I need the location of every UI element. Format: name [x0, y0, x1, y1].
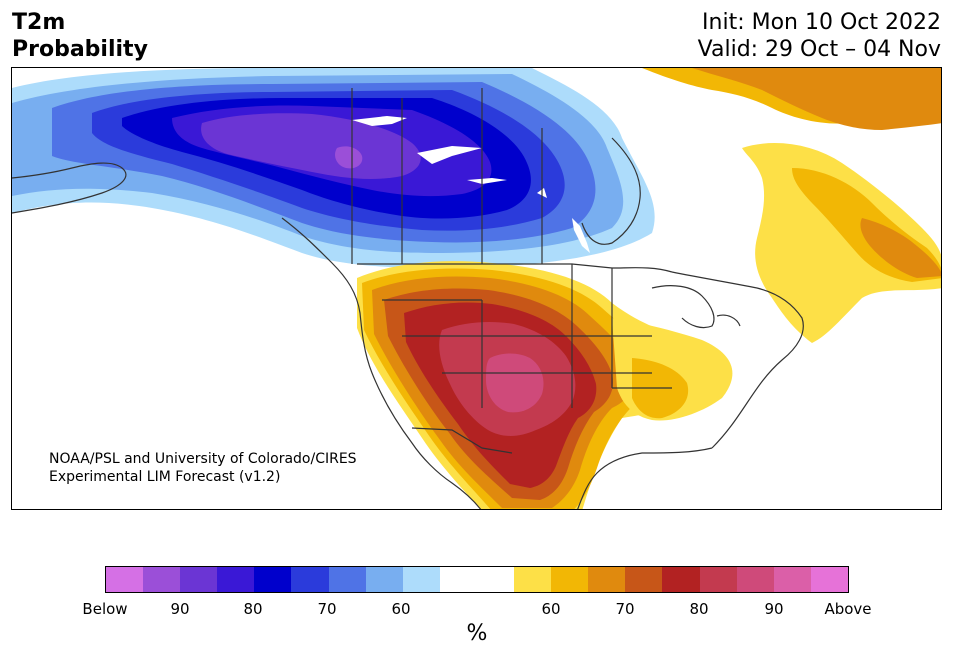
credit-line-1: NOAA/PSL and University of Colorado/CIRE…: [49, 451, 357, 467]
colorbar-segment: [180, 567, 218, 592]
colorbar-segment: [291, 567, 329, 592]
water-bodies: [352, 116, 590, 253]
colorbar-tick-label: 60: [541, 600, 561, 618]
colorbar-tick-label: 60: [391, 600, 411, 618]
colorbar: [105, 566, 849, 593]
colorbar-tick-label: Below: [82, 600, 128, 618]
forecast-map: [12, 68, 941, 509]
colorbar-unit-label: %: [466, 621, 488, 646]
colorbar-segment: [217, 567, 255, 592]
colorbar-segment: [328, 567, 366, 592]
above-normal-northeast: [642, 68, 941, 343]
colorbar-segment: [699, 567, 737, 592]
state-lines-central: [571, 264, 672, 408]
colorbar-segment: [439, 567, 477, 592]
above-70-northeast: [860, 218, 941, 278]
below-95-region: [335, 146, 363, 169]
east-coast: [671, 271, 804, 449]
hudson-bay-coast: [581, 137, 641, 245]
variable-label: T2m: [12, 10, 66, 35]
below-90-region: [201, 113, 421, 179]
colorbar-tick-label: 90: [764, 600, 784, 618]
canada-us-border: [357, 263, 673, 273]
colorbar-tick-label: 80: [689, 600, 709, 618]
above-normal-shading: [357, 261, 733, 509]
colorbar-segment: [662, 567, 700, 592]
great-lakes: [651, 285, 741, 329]
great-bear-lake: [352, 116, 407, 126]
colorbar-segment: [476, 567, 515, 592]
above-90-southwest: [486, 353, 544, 413]
alaska-coast: [12, 162, 127, 214]
map-panel: [11, 67, 942, 510]
gulf-coast: [577, 447, 713, 509]
canada-provinces: [351, 88, 543, 264]
state-lines-west: [382, 299, 572, 408]
colorbar-tick-label: Above: [824, 600, 872, 618]
great-slave-lake: [417, 146, 482, 164]
colorbar-segment: [551, 567, 589, 592]
lake-athabasca: [467, 178, 507, 184]
colorbar-segment: [588, 567, 626, 592]
credit-line-2: Experimental LIM Forecast (v1.2): [49, 469, 281, 485]
colorbar-segment: [810, 567, 848, 592]
mexico-border: [411, 427, 513, 454]
colorbar-tick-label: 90: [170, 600, 190, 618]
colorbar-tick-label: 70: [615, 600, 635, 618]
colorbar-segment: [625, 567, 663, 592]
colorbar-segment: [736, 567, 774, 592]
above-60-northeast: [742, 143, 941, 343]
above-70-greenland: [692, 68, 941, 130]
source-credit: NOAA/PSL and University of Colorado/CIRE…: [49, 450, 357, 486]
colorbar-segment: [365, 567, 403, 592]
colorbar-segment: [514, 567, 552, 592]
below-normal-shading: [12, 68, 655, 268]
product-label: Probability: [12, 37, 148, 62]
colorbar-segment: [143, 567, 181, 592]
map-title: T2m Probability: [12, 9, 148, 63]
lake-winnipeg: [572, 218, 590, 253]
colorbar-tick-label: 80: [243, 600, 263, 618]
colorbar-segment: [773, 567, 811, 592]
init-date: Init: Mon 10 Oct 2022: [702, 10, 941, 35]
colorbar-segment: [402, 567, 440, 592]
colorbar-segment: [254, 567, 292, 592]
west-coast: [281, 217, 482, 509]
colorbar-segment: [106, 567, 144, 592]
valid-date: Valid: 29 Oct – 04 Nov: [697, 37, 941, 62]
colorbar-tick-label: 70: [317, 600, 337, 618]
boundaries: [12, 88, 804, 509]
date-info: Init: Mon 10 Oct 2022 Valid: 29 Oct – 04…: [698, 9, 941, 63]
